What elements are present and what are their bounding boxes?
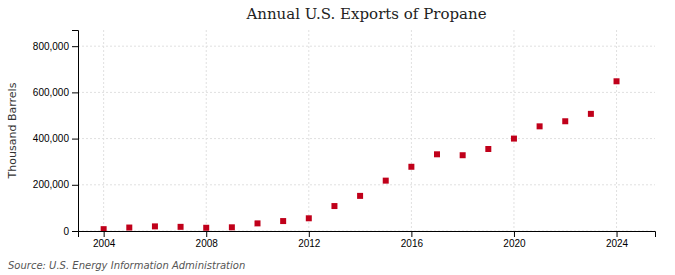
x-tick-mark — [617, 231, 618, 237]
y-tick: 600,000 — [33, 87, 78, 98]
point — [537, 123, 543, 129]
point — [203, 225, 209, 231]
x-tick: 2024 — [606, 231, 629, 249]
grid-line-y — [78, 184, 655, 185]
x-tick-mark — [206, 231, 207, 237]
x-tick-mark — [411, 231, 412, 237]
plot: 2004 2008 2012 2016 2020 2024 0 200,000 400,000 6… — [33, 30, 656, 249]
point — [562, 118, 568, 124]
y-axis-line — [72, 31, 79, 232]
x-tick-label: 2004 — [93, 238, 116, 249]
x-tick: 2012 — [298, 231, 321, 249]
point — [152, 223, 158, 229]
point — [306, 215, 312, 221]
y-tick: 400,000 — [33, 133, 78, 144]
x-tick-mark — [309, 231, 310, 237]
point — [485, 146, 491, 152]
x-tick-mark — [514, 231, 515, 237]
x-tick-label: 2016 — [401, 238, 424, 249]
y-tick-mark — [72, 139, 78, 140]
x-tick: 2016 — [401, 231, 424, 249]
grid-line-x — [616, 30, 617, 231]
grid-line-x — [206, 30, 207, 231]
x-axis: 2004 2008 2012 2016 2020 2024 — [79, 231, 656, 249]
y-axis-label: Thousand Barrels — [6, 82, 19, 179]
y-tick-label: 0 — [63, 226, 69, 237]
y-tick: 200,000 — [33, 179, 78, 190]
point — [229, 224, 235, 230]
title: Annual U.S. Exports of Propane — [245, 5, 486, 23]
point — [408, 164, 414, 170]
y-tick-label: 800,000 — [33, 41, 70, 52]
y-tick-mark — [72, 231, 78, 232]
point — [357, 193, 363, 199]
x-tick-label: 2008 — [196, 238, 219, 249]
point — [101, 226, 107, 231]
points — [101, 78, 620, 231]
point — [178, 224, 184, 230]
grid-line-y — [78, 138, 655, 139]
grid-line-y — [78, 46, 655, 47]
point — [614, 78, 620, 84]
x-axis-line — [79, 232, 656, 238]
chart: 2004 2008 2012 2016 2020 2024 0 200,000 400,000 6… — [0, 0, 675, 275]
grid-line-y — [78, 92, 655, 93]
point — [126, 225, 132, 231]
point — [434, 151, 440, 157]
y-tick: 0 — [63, 226, 78, 237]
x-tick-label: 2024 — [606, 238, 629, 249]
point — [255, 220, 261, 226]
x-tick-mark — [104, 231, 105, 237]
point — [331, 203, 337, 209]
grid — [78, 30, 655, 231]
point — [588, 111, 594, 117]
x-tick: 2004 — [93, 231, 116, 249]
grid-line-x — [411, 30, 412, 231]
point — [460, 152, 466, 158]
x-tick-label: 2012 — [298, 238, 321, 249]
y-tick-label: 600,000 — [33, 87, 70, 98]
y-tick-mark — [72, 92, 78, 93]
source: Source: U.S. Energy Information Administ… — [8, 260, 245, 271]
grid-line-x — [513, 30, 514, 231]
x-tick-label: 2020 — [503, 238, 526, 249]
grid-line-x — [308, 30, 309, 231]
grid-line-x — [103, 30, 104, 231]
y-tick-label: 200,000 — [33, 179, 70, 190]
point — [511, 136, 517, 142]
point — [280, 218, 286, 224]
y-tick-mark — [72, 46, 78, 47]
y-tick: 800,000 — [33, 41, 78, 52]
y-tick-mark — [72, 185, 78, 186]
point — [383, 178, 389, 184]
y-tick-label: 400,000 — [33, 133, 70, 144]
x-tick: 2008 — [196, 231, 219, 249]
y-axis: 0 200,000 400,000 600,000 800,000 — [33, 31, 79, 237]
x-tick: 2020 — [503, 231, 526, 249]
